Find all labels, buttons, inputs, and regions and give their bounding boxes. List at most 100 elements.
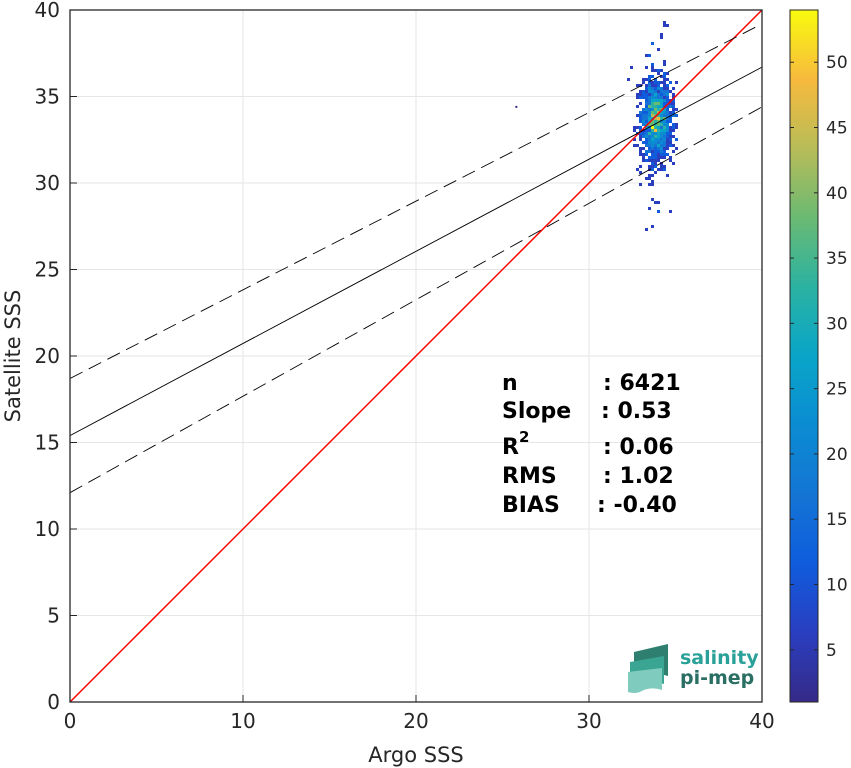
- density-cell: [666, 90, 669, 93]
- density-cell: [651, 93, 654, 96]
- colorbar-ticks: 5 10 15 20 25 30 35 40 45 50: [790, 53, 848, 661]
- density-cell: [657, 123, 660, 126]
- density-cell: [636, 96, 639, 99]
- density-cell: [642, 96, 645, 99]
- density-cell: [639, 165, 642, 168]
- density-cell: [642, 132, 645, 135]
- density-cell: [639, 102, 642, 105]
- density-cell: [645, 159, 648, 162]
- density-cell: [669, 132, 672, 135]
- density-cell: [651, 132, 654, 135]
- density-cell: [666, 96, 669, 99]
- density-cell: [645, 129, 648, 132]
- density-cell: [654, 171, 657, 174]
- density-cell: [648, 144, 651, 147]
- density-cell: [651, 42, 654, 45]
- density-cell: [666, 111, 669, 114]
- y-tick-label: 10: [35, 517, 60, 541]
- density-cell: [645, 78, 648, 81]
- density-cell: [645, 141, 648, 144]
- density-cell: [657, 168, 660, 171]
- density-cell: [669, 126, 672, 129]
- y-tick-label: 5: [47, 604, 60, 628]
- density-cell: [660, 69, 663, 72]
- density-cell: [648, 156, 651, 159]
- density-cell: [651, 156, 654, 159]
- density-cell: [657, 108, 660, 111]
- density-cell: [669, 156, 672, 159]
- colorbar-tick-label: 5: [826, 641, 837, 661]
- density-cell: [639, 135, 642, 138]
- density-cell: [660, 96, 663, 99]
- density-cell: [633, 126, 636, 129]
- density-cell: [663, 81, 666, 84]
- density-cell: [654, 141, 657, 144]
- density-cell: [669, 210, 672, 213]
- density-cell: [639, 171, 642, 174]
- density-cell: [660, 75, 663, 78]
- colorbar-tick-label: 40: [826, 184, 848, 204]
- axis-ticks: 0 10 20 30 40 0 5 10 15 20 25 30 35 40: [35, 0, 775, 733]
- density-cell: [663, 96, 666, 99]
- density-cell: [672, 162, 675, 165]
- wave-icon: [628, 644, 668, 693]
- density-cell: [672, 123, 675, 126]
- density-cell: [651, 135, 654, 138]
- density-cell: [654, 129, 657, 132]
- colorbar-tick-label: 10: [826, 575, 848, 595]
- density-cell: [666, 135, 669, 138]
- x-tick-label: 20: [403, 709, 428, 733]
- density-cell: [651, 99, 654, 102]
- density-cell: [651, 180, 654, 183]
- density-cell: [654, 150, 657, 153]
- density-cell: [642, 90, 645, 93]
- density-cell: [660, 150, 663, 153]
- density-cell: [645, 105, 648, 108]
- density-cell: [660, 99, 663, 102]
- stat-slope-label: Slope: [502, 399, 571, 424]
- density-cell: [657, 129, 660, 132]
- density-cell: [651, 144, 654, 147]
- density-cell: [660, 87, 663, 90]
- density-cell: [660, 114, 663, 117]
- density-cell: [651, 162, 654, 165]
- colorbar-tick-label: 50: [826, 53, 848, 73]
- x-tick-label: 10: [230, 709, 255, 733]
- density-cell: [657, 48, 660, 51]
- density-cell: [660, 102, 663, 105]
- density-cell: [648, 177, 651, 180]
- density-cell: [651, 105, 654, 108]
- density-cell: [660, 93, 663, 96]
- density-cell: [654, 135, 657, 138]
- density-cell: [657, 120, 660, 123]
- y-tick-label: 40: [35, 0, 60, 22]
- density-cell: [648, 123, 651, 126]
- x-tick-label: 0: [64, 709, 77, 733]
- density-cell: [666, 84, 669, 87]
- colorbar-tick-label: 30: [826, 314, 848, 334]
- density-cell: [660, 141, 663, 144]
- density-cell: [657, 102, 660, 105]
- density-cell: [672, 150, 675, 153]
- density-cell: [669, 135, 672, 138]
- density-cell: [651, 90, 654, 93]
- density-cell: [672, 135, 675, 138]
- density-cell: [666, 117, 669, 120]
- density-cell: [648, 135, 651, 138]
- density-cell: [642, 93, 645, 96]
- density-cell: [651, 165, 654, 168]
- density-cell: [654, 156, 657, 159]
- density-cell: [651, 126, 654, 129]
- logo-salinity: salinity: [680, 647, 759, 669]
- density-cell: [669, 129, 672, 132]
- plot-area: 0 10 20 30 40 0 5 10 15 20 25 30 35 40: [35, 0, 775, 733]
- density-cell: [660, 135, 663, 138]
- density-cell: [657, 150, 660, 153]
- density-cell: [651, 108, 654, 111]
- density-cell: [657, 132, 660, 135]
- y-tick-label: 30: [35, 171, 60, 195]
- density-cell: [639, 138, 642, 141]
- density-cell: [666, 93, 669, 96]
- stat-bias-value: : -0.40: [597, 493, 677, 518]
- one-to-one-line: [70, 10, 762, 702]
